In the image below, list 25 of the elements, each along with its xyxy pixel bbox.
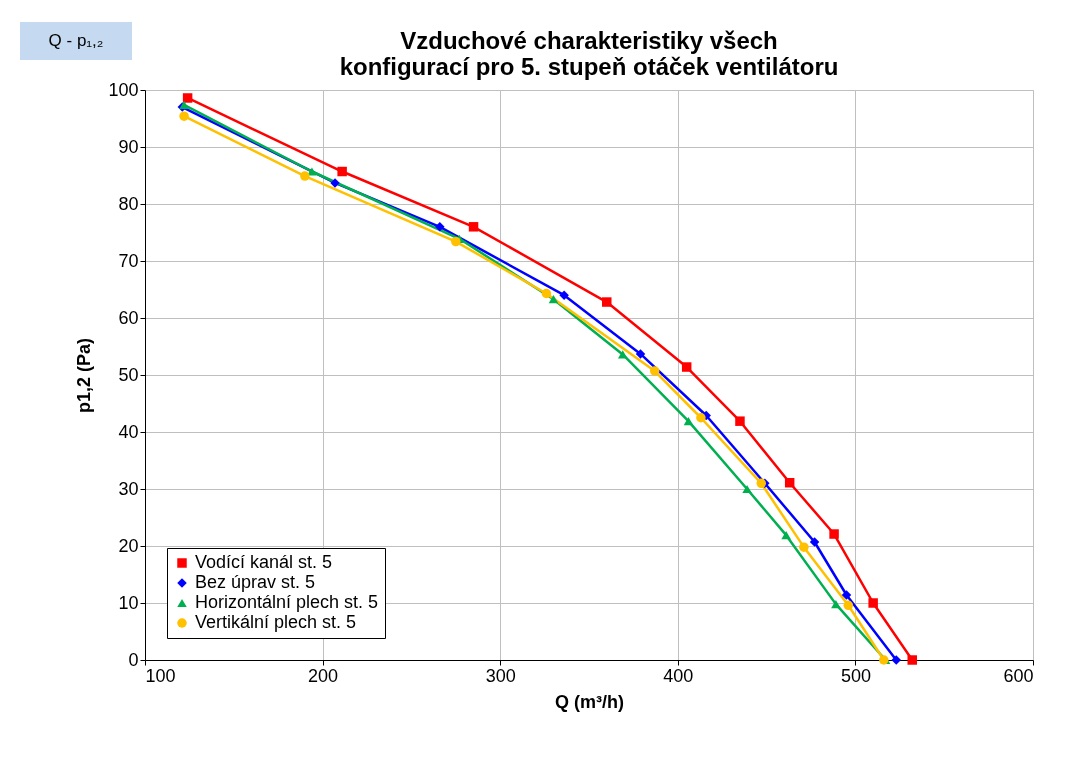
x-tick-label: 300	[485, 665, 516, 686]
y-tick-label: 60	[118, 307, 139, 328]
x-tick-label: 500	[840, 665, 871, 686]
y-tick-label: 50	[118, 364, 139, 385]
legend-label: Vodící kanál st. 5	[195, 552, 333, 572]
text: Q - p₁,₂	[48, 31, 104, 50]
x-tick-label: 400	[663, 665, 694, 686]
y-axis-title: p1,2 (Pa)	[74, 337, 95, 414]
y-tick-label: 100	[108, 79, 139, 100]
y-tick-label: 30	[118, 478, 139, 499]
y-tick-label: 40	[118, 421, 139, 442]
legend-label: Horizontální plech st. 5	[195, 592, 379, 612]
y-tick-label: 90	[118, 136, 139, 157]
x-tick-label: 600	[1003, 665, 1034, 686]
x-tick-label: 200	[308, 665, 339, 686]
chart-title: Vzduchové charakteristiky všech konfigurací pro 5. stupeň otáček ventilátoru	[339, 27, 839, 80]
legend-label: Vertikální plech st. 5	[195, 612, 357, 632]
y-tick-label: 20	[118, 535, 139, 556]
y-tick-label: 80	[118, 193, 139, 214]
x-axis-title: Q (m³/h)	[555, 691, 624, 712]
y-tick-label: 0	[128, 649, 139, 670]
y-tick-label: 10	[118, 592, 139, 613]
y-tick-label: 70	[118, 250, 139, 271]
legend-label: Bez úprav st. 5	[195, 572, 316, 592]
x-tick-label: 100	[145, 665, 176, 686]
